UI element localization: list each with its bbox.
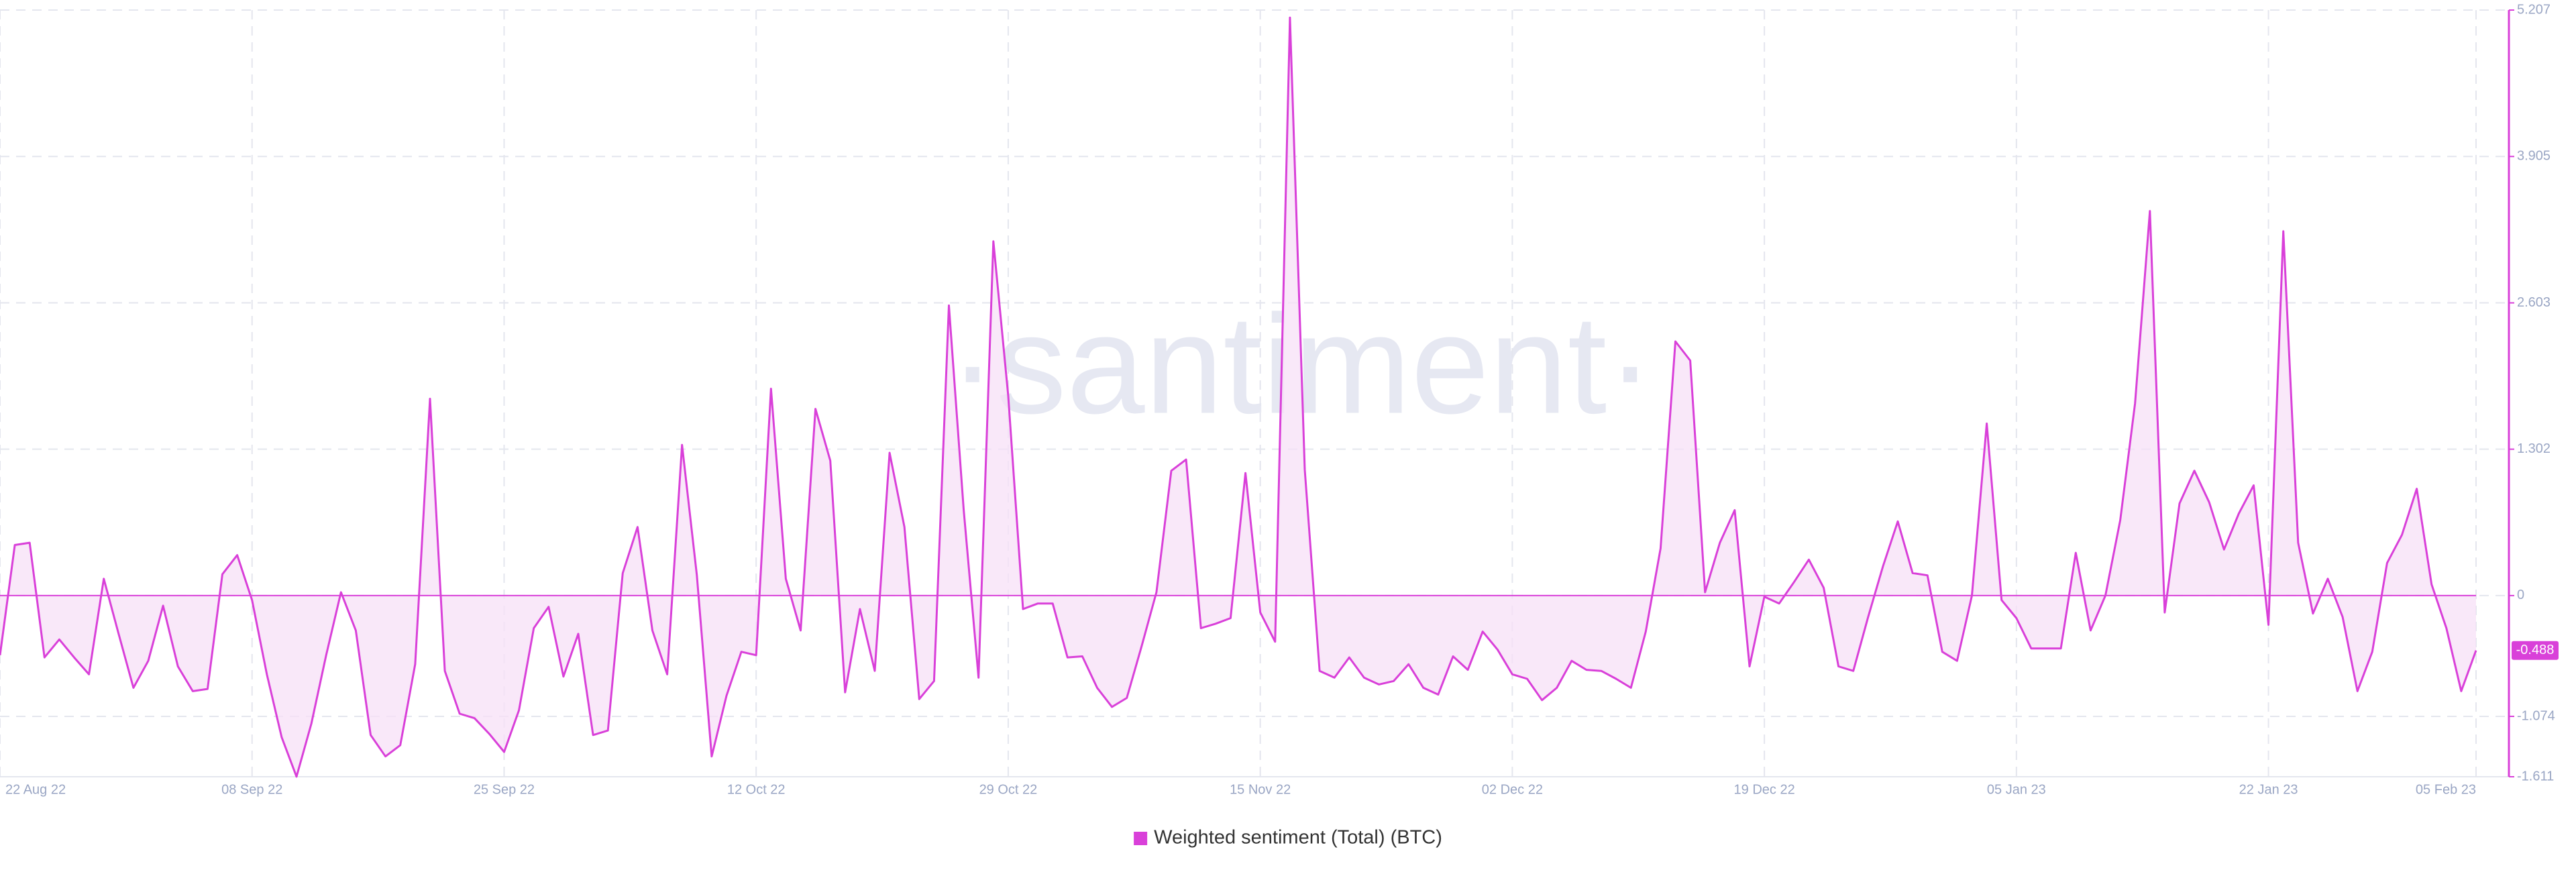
y-tick-label: 0	[2517, 588, 2524, 602]
x-tick-label: 29 Oct 22	[979, 782, 1038, 797]
x-tick-label: 05 Feb 23	[2416, 782, 2476, 797]
x-tick-label: 19 Dec 22	[1734, 782, 1795, 797]
x-tick-label: 08 Sep 22	[221, 782, 282, 797]
legend-swatch	[1134, 832, 1148, 845]
line	[0, 16, 2477, 778]
last-value-label: -0.488	[2516, 643, 2555, 657]
y-tick-label: 5.207	[2517, 2, 2551, 17]
legend-label: Weighted sentiment (Total) (BTC)	[1154, 827, 1442, 849]
legend: Weighted sentiment (Total) (BTC)	[1134, 827, 1442, 849]
y-tick-label: 2.603	[2517, 295, 2551, 310]
x-tick-label: 12 Oct 22	[727, 782, 786, 797]
x-tick-label: 05 Jan 23	[1987, 782, 2046, 797]
y-tick-label: -1.074	[2517, 708, 2555, 723]
x-tick-label: 25 Sep 22	[474, 782, 535, 797]
x-tick-label: 22 Jan 23	[2239, 782, 2298, 797]
x-tick-label: 02 Dec 22	[1482, 782, 1543, 797]
last-value-badge	[2512, 641, 2559, 660]
y-tick-label: -1.611	[2517, 769, 2554, 783]
x-tick-label: 15 Nov 22	[1230, 782, 1291, 797]
y-tick-label: 3.905	[2517, 149, 2551, 164]
y-tick-label: 1.302	[2517, 441, 2551, 456]
x-tick-label: 22 Aug 22	[5, 782, 66, 797]
